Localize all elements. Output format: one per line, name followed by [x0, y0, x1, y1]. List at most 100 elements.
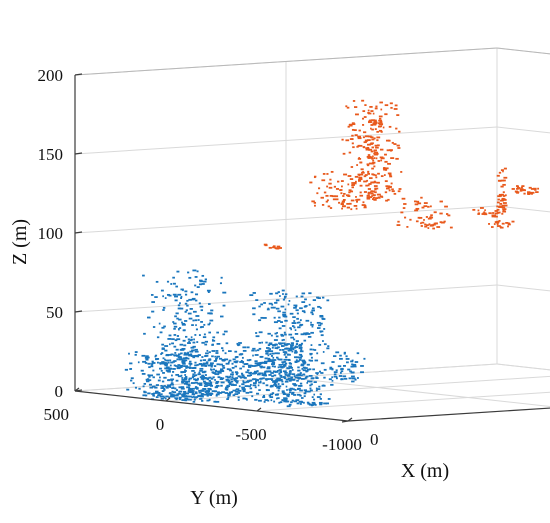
data-point: [502, 210, 507, 213]
data-point: [284, 308, 287, 311]
data-point: [372, 194, 376, 197]
data-point: [196, 270, 199, 273]
data-point: [149, 386, 154, 389]
data-point: [423, 202, 428, 204]
data-point: [225, 378, 229, 381]
data-point: [494, 210, 498, 212]
data-point: [177, 304, 181, 307]
data-point: [188, 317, 193, 320]
data-point: [184, 293, 188, 296]
data-point: [369, 196, 373, 198]
data-point: [318, 343, 322, 346]
data-point: [322, 173, 326, 175]
data-point: [339, 354, 342, 357]
data-point: [189, 366, 192, 369]
data-point: [370, 127, 372, 130]
data-point: [277, 291, 280, 293]
data-point: [160, 353, 163, 355]
data-point: [147, 356, 150, 359]
data-point: [134, 351, 138, 353]
data-point: [314, 359, 319, 362]
data-point: [300, 364, 304, 367]
data-point: [160, 384, 163, 387]
data-point: [174, 295, 179, 298]
data-point: [142, 385, 145, 388]
data-point: [326, 347, 330, 350]
data-point: [352, 363, 357, 366]
data-point: [397, 147, 401, 149]
data-point: [191, 370, 195, 372]
data-point: [232, 394, 236, 397]
data-point: [288, 372, 291, 375]
data-point: [159, 395, 163, 398]
data-point: [333, 371, 338, 374]
data-point: [215, 385, 220, 387]
data-point: [211, 344, 214, 346]
data-point: [194, 386, 198, 388]
data-point: [152, 369, 155, 372]
data-point: [177, 307, 182, 310]
z-tick-label: 50: [46, 303, 63, 322]
data-point: [193, 371, 196, 374]
data-point: [406, 225, 409, 228]
data-point: [298, 377, 301, 379]
data-point: [209, 319, 214, 322]
data-point: [206, 394, 209, 397]
data-point: [315, 372, 319, 374]
data-point: [372, 112, 375, 115]
data-point: [394, 104, 398, 107]
data-point: [362, 110, 366, 113]
data-point: [222, 366, 226, 369]
data-point: [282, 365, 286, 368]
data-point: [194, 364, 198, 367]
data-point: [184, 302, 188, 305]
data-point: [272, 344, 276, 347]
data-point: [299, 323, 304, 326]
data-point: [317, 388, 321, 390]
data-point: [258, 305, 261, 308]
data-point: [503, 199, 507, 201]
data-point: [205, 352, 209, 355]
data-point: [187, 357, 190, 360]
data-point: [206, 349, 209, 352]
data-point: [271, 352, 275, 355]
data-point: [228, 391, 233, 394]
data-point: [311, 307, 315, 310]
data-point: [533, 187, 537, 190]
data-point: [285, 385, 288, 388]
data-point: [323, 328, 326, 330]
data-point: [258, 347, 262, 350]
data-point: [323, 343, 327, 346]
data-point: [214, 390, 218, 393]
data-point: [338, 201, 341, 204]
data-point: [164, 297, 167, 299]
data-point: [185, 365, 188, 368]
data-point: [284, 319, 288, 322]
data-point: [178, 353, 181, 356]
data-point: [358, 178, 363, 181]
data-point: [355, 196, 357, 198]
data-point: [293, 320, 296, 322]
data-point: [306, 368, 310, 371]
data-point: [391, 141, 394, 144]
data-point: [208, 380, 211, 382]
data-point: [220, 276, 223, 279]
data-point: [319, 403, 323, 406]
data-point: [273, 321, 278, 324]
data-point: [367, 170, 370, 173]
data-point: [500, 169, 504, 172]
data-point: [277, 320, 281, 322]
data-point: [494, 212, 499, 215]
data-point: [274, 332, 277, 335]
data-point: [198, 334, 201, 336]
data-point: [151, 363, 154, 365]
data-point: [162, 357, 165, 360]
data-point: [354, 175, 359, 178]
data-point: [277, 379, 281, 382]
data-point: [284, 372, 288, 374]
data-point: [286, 393, 290, 396]
data-point: [184, 320, 188, 322]
data-point: [160, 387, 165, 389]
data-point: [221, 391, 226, 394]
data-point: [389, 149, 393, 151]
